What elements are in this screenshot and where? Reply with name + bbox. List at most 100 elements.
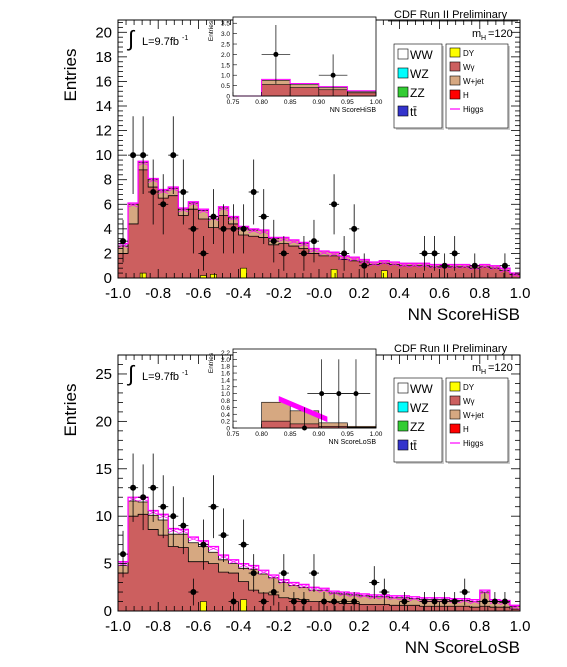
inset-x-tick-label: 0.80 — [255, 99, 268, 106]
inset-x-tick-label: 0.80 — [255, 431, 268, 438]
integral-symbol: ∫ — [126, 26, 136, 51]
inset-frame — [232, 348, 377, 429]
x-tick-label: 1.0 — [510, 618, 531, 635]
legend-label: tt̄ — [410, 105, 417, 119]
inset-y-tick-label: 0.2 — [221, 419, 230, 426]
higgs-hatch — [479, 264, 490, 269]
y-tick-label: 6 — [104, 196, 112, 213]
inset-wgamma-bar — [347, 92, 377, 97]
data-point — [170, 152, 177, 159]
data-point — [310, 238, 317, 245]
data-point — [250, 570, 257, 577]
x-tick-label: -0.0 — [306, 618, 332, 635]
data-point — [381, 589, 388, 596]
data-point — [421, 598, 428, 605]
y-tick-label: 10 — [95, 508, 112, 525]
x-tick-label: -0.8 — [145, 285, 171, 302]
inset-wgamma-bar — [289, 87, 320, 97]
legend-label: W+jet — [463, 77, 484, 86]
inset-y-tick-label: 1.0 — [221, 391, 230, 398]
inset-y-tick-label: 1.2 — [221, 384, 230, 391]
data-point — [140, 494, 147, 501]
x-tick-label: -0.4 — [226, 285, 252, 302]
data-point — [290, 598, 297, 605]
data-point — [240, 225, 247, 232]
legend-swatch — [449, 381, 461, 392]
inset-y-tick-label: 1.5 — [221, 62, 230, 69]
inset-y-tick-label: 1.6 — [221, 371, 230, 378]
inset-y-tick-label: 3.0 — [221, 31, 230, 38]
data-point — [441, 262, 448, 269]
data-point — [210, 213, 217, 220]
legend-swatch — [397, 439, 409, 451]
inset-x-tick-label: 0.85 — [284, 431, 297, 438]
higgs-hatch — [369, 261, 380, 267]
higgs-hatch — [389, 595, 400, 601]
y-tick-label: 18 — [95, 49, 112, 66]
mass-sub: H — [481, 35, 486, 42]
higgs-hatch — [268, 574, 279, 580]
legend-swatch — [397, 420, 409, 432]
higgs-hatch — [188, 201, 199, 207]
dy-bar — [210, 274, 217, 279]
data-point — [150, 189, 157, 195]
inset-y-tick-label: 3.5 — [221, 21, 230, 28]
inset-data-point — [330, 72, 336, 78]
inset-higgs-band — [278, 396, 328, 423]
inset-data-point — [353, 391, 359, 397]
data-point — [451, 250, 458, 257]
y-tick-label: 0 — [104, 603, 112, 620]
y-axis-label: Entries — [61, 384, 80, 437]
higgs-hatch — [228, 559, 239, 565]
inset-wgamma-bar — [261, 420, 291, 429]
data-point — [441, 598, 448, 605]
higgs-line — [118, 160, 520, 274]
dy-bar — [240, 599, 247, 612]
inset-y-axis-label: Entries — [208, 20, 215, 41]
data-point — [200, 541, 207, 548]
data-point — [481, 598, 488, 605]
y-tick-label: 16 — [95, 73, 112, 90]
higgs-hatch — [188, 536, 199, 542]
y-tick-label: 12 — [95, 123, 112, 140]
higgs-hatch — [409, 596, 420, 602]
chart-panel-hisb: -1.0 -0.8 -0.6 -0.4 -0.2 -0.0 0.2 0.4 0.6 0.8 1.00… — [61, 9, 530, 324]
chart-panel-losb: -1.0 -0.8 -0.6 -0.4 -0.2 -0.0 0.2 0.4 0.6 0.8 1.00… — [61, 343, 530, 657]
data-point — [401, 598, 408, 605]
inset-y-tick-label: 0.6 — [221, 405, 230, 412]
data-point — [220, 225, 227, 232]
inset-x-tick-label: 0.85 — [284, 99, 297, 106]
inset-losb: 0.75 0.80 0.85 0.90 0.95 1.00 00.20.40.60.81.0… — [208, 348, 383, 446]
higgs-hatch — [328, 251, 340, 257]
x-tick-label: -0.2 — [266, 285, 292, 302]
data-point — [270, 589, 277, 596]
data-point — [300, 250, 307, 257]
inset-bg — [233, 17, 376, 96]
dy-bar — [240, 267, 247, 279]
data-point — [341, 598, 348, 605]
data-point — [431, 250, 438, 257]
higgs-hatch — [318, 250, 330, 256]
lumi-label: L=9.7fb — [142, 371, 179, 383]
data-point — [250, 189, 257, 195]
lumi-sup: -1 — [182, 35, 188, 42]
data-point — [371, 579, 378, 586]
legend-label: Higgs — [463, 439, 483, 448]
data-point — [361, 262, 368, 269]
inset-x-tick-label: 0.90 — [312, 99, 325, 106]
inset-wgamma-bar — [261, 84, 291, 97]
x-tick-label: 0.4 — [389, 618, 410, 635]
legend-label: WZ — [410, 67, 429, 81]
data-point — [351, 225, 358, 232]
data-point — [220, 532, 227, 539]
data-point — [331, 201, 338, 208]
wgamma-stack — [117, 169, 521, 279]
header-text: CDF Run II Preliminary — [394, 9, 508, 21]
data-point — [180, 522, 187, 529]
dy-bar — [200, 601, 207, 612]
legend-label: W+jet — [463, 411, 484, 420]
x-tick-label: 0.4 — [389, 285, 410, 302]
x-tick-label: -1.0 — [105, 618, 131, 635]
legend-label: WZ — [410, 401, 429, 415]
